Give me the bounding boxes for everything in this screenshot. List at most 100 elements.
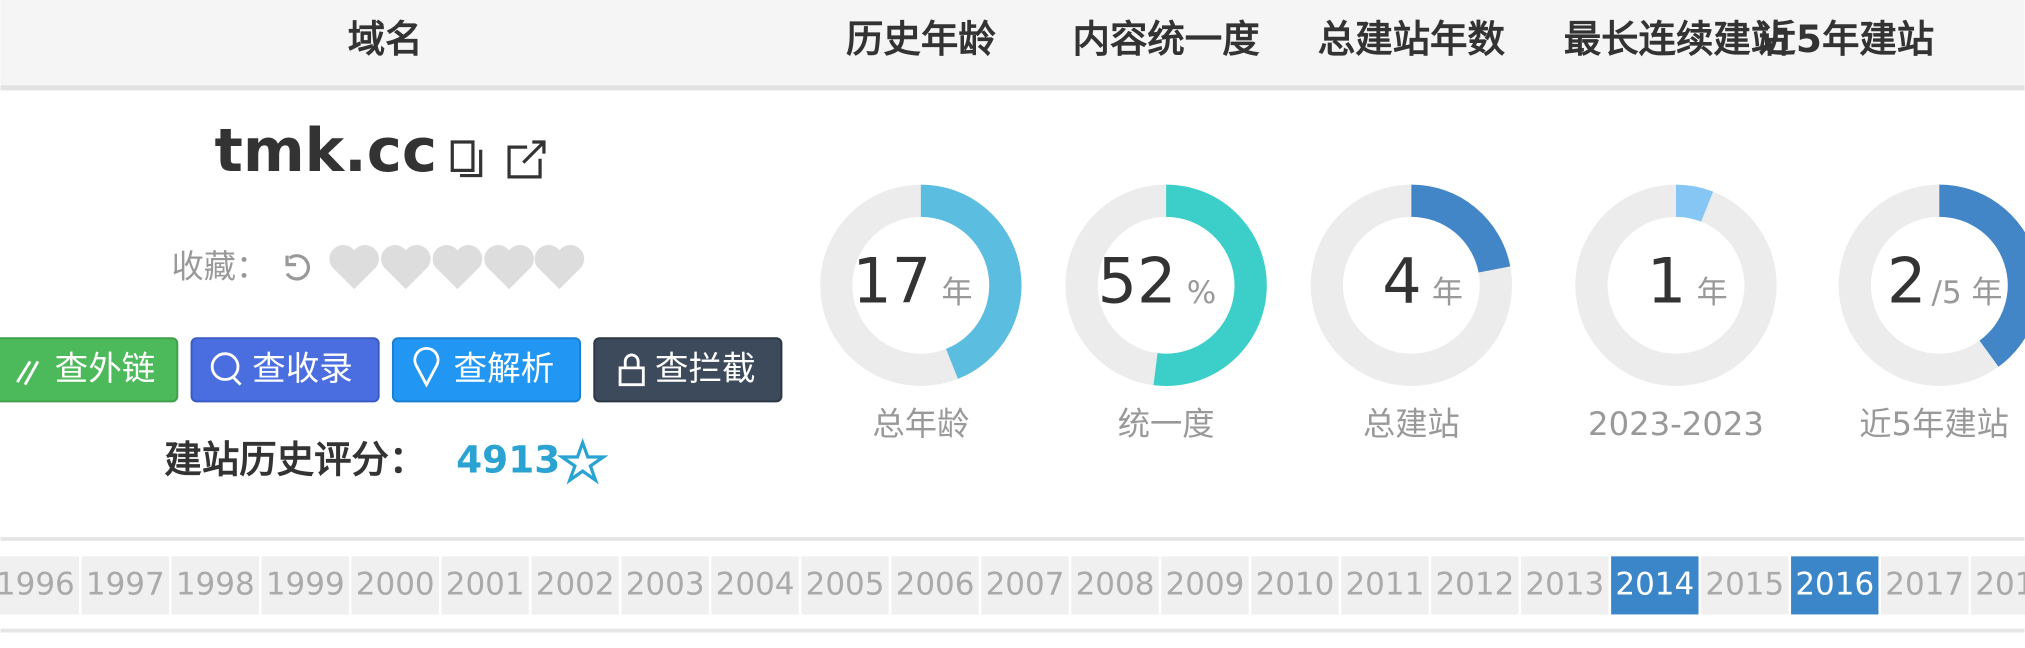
action-button[interactable] — [391, 337, 582, 403]
gauge-value: 52 — [1098, 244, 1177, 317]
gauge-arc — [1938, 184, 2025, 367]
year-label[interactable]: 2011 — [1345, 567, 1424, 603]
gauge-arc — [1153, 184, 1267, 386]
year-label[interactable]: 1996 — [0, 567, 75, 603]
copy-icon[interactable] — [450, 140, 483, 178]
year-label[interactable]: 2016 — [1795, 567, 1874, 603]
year-label[interactable]: 1998 — [176, 567, 255, 603]
action-button[interactable] — [190, 337, 380, 403]
year-label[interactable]: 2000 — [356, 567, 435, 603]
year-label[interactable]: 2006 — [896, 567, 975, 603]
button-label[interactable]: 查解析 — [454, 349, 555, 388]
button-label[interactable]: 查外链 — [55, 349, 156, 388]
year-cell[interactable] — [1881, 556, 1969, 615]
column-header: 近5年建站 — [1759, 17, 1935, 61]
year-label[interactable]: 2010 — [1256, 567, 1335, 603]
reset-icon[interactable] — [285, 254, 310, 281]
year-label[interactable]: 2012 — [1435, 567, 1514, 603]
year-label[interactable]: 2002 — [536, 567, 615, 603]
year-cell[interactable] — [981, 556, 1069, 615]
year-cell[interactable] — [441, 556, 529, 615]
year-cell[interactable] — [0, 556, 80, 615]
year-cell[interactable] — [351, 556, 439, 615]
year-cell-active[interactable] — [1611, 556, 1699, 615]
button-icon — [413, 347, 440, 388]
year-label[interactable]: 2003 — [626, 567, 705, 603]
star-icon[interactable] — [556, 438, 609, 485]
gauge-caption: 统一度 — [1118, 405, 1215, 443]
year-label[interactable]: 2009 — [1166, 567, 1245, 603]
action-button[interactable] — [0, 337, 179, 403]
year-cell[interactable] — [1251, 556, 1339, 615]
score-label: 建站历史评分： — [164, 438, 426, 482]
year-cell[interactable] — [891, 556, 979, 615]
year-cell-active[interactable] — [1791, 556, 1879, 615]
gauge-value: 17 — [852, 244, 931, 317]
heart-icon[interactable] — [432, 245, 483, 290]
year-cell[interactable] — [1701, 556, 1789, 615]
gauge-arc — [1410, 184, 1511, 274]
button-icon — [16, 360, 40, 386]
button-label[interactable]: 查拦截 — [655, 349, 756, 388]
heart-icon[interactable] — [484, 245, 534, 290]
gauge-unit: /5 年 — [1932, 275, 2003, 311]
gauge-arc — [1675, 184, 1714, 222]
year-cell[interactable] — [261, 556, 349, 615]
button-label[interactable]: 查收录 — [252, 349, 353, 388]
year-cell[interactable] — [1971, 556, 2025, 615]
year-cell[interactable] — [711, 556, 799, 615]
year-cell[interactable] — [81, 556, 170, 615]
gauge-value: 2 — [1887, 244, 1926, 317]
year-cell[interactable] — [531, 556, 619, 615]
gauge-unit: 年 — [1697, 275, 1728, 311]
year-cell[interactable] — [1431, 556, 1519, 615]
year-cell[interactable] — [621, 556, 709, 615]
column-header: 历史年龄 — [846, 17, 996, 61]
open-link-icon[interactable] — [507, 140, 546, 179]
header-border — [0, 85, 2025, 91]
year-label[interactable]: 1999 — [266, 567, 345, 603]
heart-icon[interactable] — [329, 245, 379, 290]
year-label[interactable]: 2017 — [1885, 567, 1964, 603]
year-cell[interactable] — [1341, 556, 1429, 615]
favorites-label: 收藏： — [172, 247, 269, 285]
column-header: 域名 — [348, 17, 423, 61]
divider — [0, 628, 2025, 633]
year-label[interactable]: 2005 — [806, 567, 885, 603]
year-label[interactable]: 2008 — [1076, 567, 1155, 603]
gauge-caption: 总建站 — [1363, 405, 1460, 443]
button-icon — [210, 352, 242, 386]
header-bar — [0, 0, 2025, 86]
year-cell[interactable] — [1521, 556, 1609, 615]
year-label[interactable]: 2014 — [1615, 567, 1694, 603]
gauge-unit: 年 — [1432, 275, 1463, 311]
divider — [0, 536, 2025, 541]
year-label[interactable]: 2004 — [716, 567, 795, 603]
gauge-caption: 2023-2023 — [1588, 405, 1764, 443]
year-label[interactable]: 2007 — [986, 567, 1065, 603]
year-cell[interactable] — [801, 556, 889, 615]
year-cell[interactable] — [1071, 556, 1159, 615]
gauge-arc — [920, 184, 1022, 379]
heart-icon[interactable] — [381, 245, 431, 290]
year-label[interactable]: 2013 — [1525, 567, 1604, 603]
year-label[interactable]: 2018 — [1975, 567, 2025, 603]
column-header: 最长连续建站 — [1564, 17, 1789, 61]
gauge-unit: 年 — [942, 275, 973, 311]
gauge-caption: 总年龄 — [872, 405, 969, 443]
score-value: 4913 — [456, 438, 560, 482]
year-cell[interactable] — [1161, 556, 1249, 615]
year-label[interactable]: 1997 — [86, 567, 165, 603]
domain: tmk.cc — [214, 117, 437, 186]
gauge-value: 1 — [1647, 244, 1686, 317]
gauge-caption: 近5年建站 — [1859, 405, 2009, 443]
year-label[interactable]: 2001 — [446, 567, 525, 603]
year-cell[interactable] — [171, 556, 259, 615]
column-header: 总建站年数 — [1318, 17, 1506, 61]
button-icon — [618, 353, 645, 387]
year-label[interactable]: 2015 — [1705, 567, 1784, 603]
heart-icon[interactable] — [534, 245, 585, 290]
gauge-unit: % — [1187, 275, 1216, 311]
